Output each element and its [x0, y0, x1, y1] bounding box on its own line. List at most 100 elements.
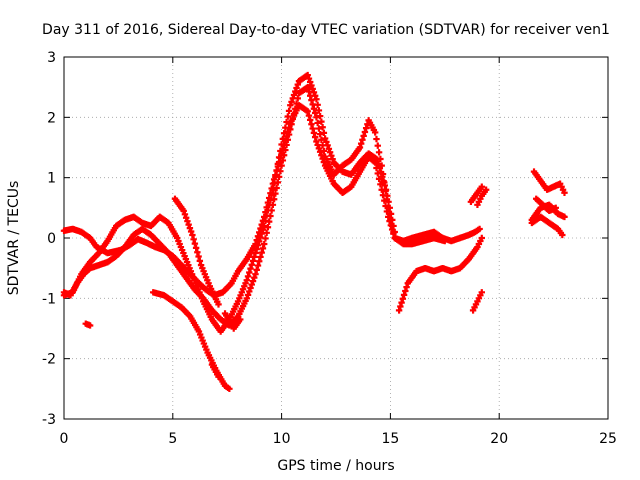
data-point [273, 184, 280, 192]
data-point [293, 84, 300, 92]
data-point [361, 128, 369, 136]
data-point [248, 281, 255, 288]
data-point [311, 109, 319, 117]
data-point [184, 217, 191, 225]
data-point [180, 207, 187, 215]
data-point [256, 238, 263, 245]
data-point [311, 92, 319, 99]
data-point [376, 164, 384, 172]
data-point [375, 149, 383, 156]
data-point [191, 240, 199, 247]
data-point [310, 129, 318, 137]
data-point [313, 114, 320, 121]
data-point [356, 144, 364, 151]
data-point [398, 299, 405, 306]
data-point [258, 249, 265, 256]
data-point [268, 191, 275, 199]
data-point [246, 269, 253, 276]
data-point [310, 105, 318, 112]
series-2 [60, 71, 398, 335]
data-point [288, 98, 295, 106]
data-point [192, 244, 200, 252]
data-point [253, 246, 260, 253]
data-point [306, 116, 314, 124]
data-point [482, 186, 490, 193]
data-point [292, 88, 299, 95]
data-point [260, 222, 268, 230]
data-point [305, 112, 313, 119]
y-tick-label: -3 [42, 412, 56, 428]
data-point [243, 295, 250, 302]
data-point [309, 85, 316, 93]
data-point [247, 284, 254, 292]
data-point [264, 207, 272, 214]
data-point [195, 253, 202, 260]
data-point [279, 157, 287, 164]
data-point [293, 100, 300, 107]
data-point [215, 301, 222, 308]
data-point [226, 385, 233, 393]
data-point [326, 149, 334, 156]
data-point [187, 228, 195, 235]
data-point [403, 283, 410, 291]
data-point [249, 277, 257, 285]
data-point [273, 167, 280, 174]
y-tick-label: 3 [47, 50, 56, 66]
x-tick-labels: 0 5 10 15 20 25 [60, 431, 617, 447]
data-point [377, 169, 385, 176]
data-point [308, 121, 315, 128]
data-point [260, 240, 268, 248]
data-point [478, 183, 485, 190]
data-point [306, 78, 314, 86]
x-tick-label: 5 [168, 431, 177, 447]
data-point [289, 95, 296, 102]
data-point [441, 237, 448, 245]
data-point [275, 154, 283, 161]
data-point [264, 224, 272, 231]
x-tick-label: 15 [381, 431, 399, 447]
y-tick-labels: -3 -2 -1 0 1 2 3 [42, 50, 56, 428]
data-point [397, 303, 404, 310]
data-point [270, 180, 278, 187]
data-point [314, 101, 321, 109]
data-point [272, 190, 279, 197]
data-point [181, 211, 189, 218]
data-point [272, 173, 279, 181]
data-point [316, 112, 324, 120]
data-point [478, 289, 485, 296]
data-point [310, 89, 318, 96]
data-point [320, 129, 328, 137]
data-point [319, 124, 326, 131]
data-point [402, 287, 409, 295]
data-point [278, 141, 285, 148]
data-point [371, 129, 379, 136]
data-point [292, 105, 299, 112]
data-point [185, 221, 192, 228]
data-point [290, 91, 298, 99]
data-point [257, 253, 264, 261]
data-point [313, 138, 320, 145]
data-point [400, 291, 408, 299]
data-point [315, 107, 323, 114]
data-point [374, 156, 381, 163]
data-point [253, 266, 260, 274]
data-point [329, 155, 336, 163]
data-point [282, 124, 289, 131]
data-point [323, 138, 330, 146]
data-point [316, 130, 324, 138]
data-point [318, 136, 325, 143]
data-point [280, 152, 288, 159]
data-point [357, 140, 365, 147]
data-point [243, 277, 250, 284]
data-point [476, 225, 483, 233]
data-point [86, 322, 94, 329]
data-point [249, 257, 257, 265]
data-point [251, 253, 258, 261]
data-point [285, 107, 293, 115]
data-point [325, 145, 333, 152]
data-point [244, 291, 252, 299]
y-tick-label: 2 [47, 110, 56, 126]
data-point [387, 210, 395, 218]
data-point [284, 113, 292, 120]
data-point [182, 214, 190, 221]
